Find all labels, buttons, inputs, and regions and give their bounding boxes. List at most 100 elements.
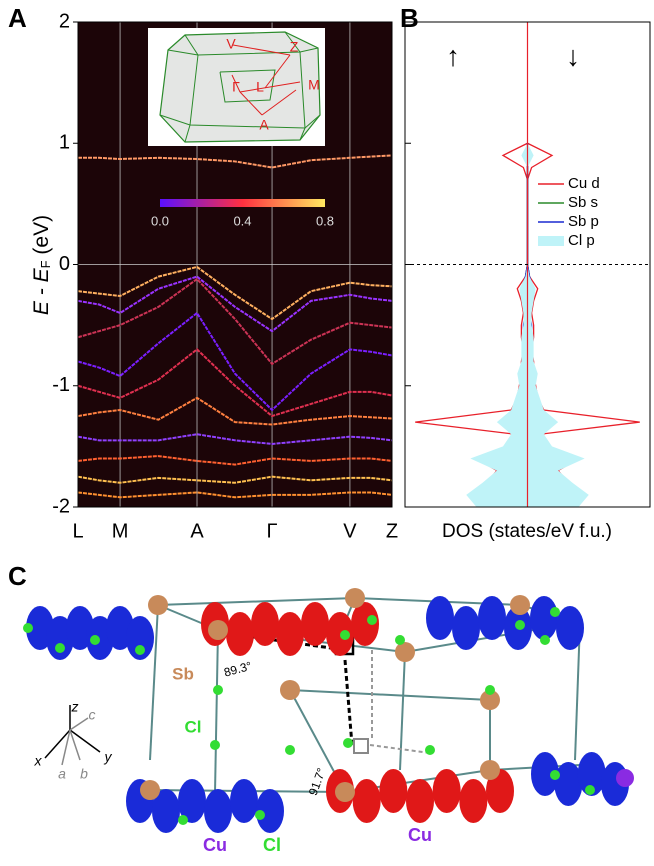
- orbital: [379, 769, 408, 813]
- cl-atom: [285, 745, 295, 755]
- dos-curve: [466, 143, 528, 507]
- x-tick-label: Γ: [267, 520, 278, 542]
- orbital: [276, 612, 304, 656]
- orbital: [226, 612, 254, 656]
- band: [77, 396, 393, 426]
- orbital: [256, 789, 284, 833]
- bond: [149, 604, 159, 761]
- orbital: [178, 779, 206, 823]
- band: [77, 433, 393, 445]
- band: [77, 277, 393, 366]
- bz-edge: [299, 47, 319, 53]
- band: [77, 275, 393, 333]
- y-tick-label: 1: [59, 132, 70, 154]
- colorbar-label: 0.8: [316, 213, 334, 228]
- orbital: [301, 602, 329, 646]
- atom-label: Cl: [185, 717, 202, 736]
- sb-atom: [208, 620, 228, 640]
- axis-arrow: [69, 729, 101, 753]
- axis-label: z: [71, 699, 79, 715]
- y-label-sub: F: [38, 260, 53, 268]
- axis-arrow: [69, 717, 89, 731]
- plot-frame: [77, 21, 393, 508]
- sb-atom: [480, 760, 500, 780]
- y-label-e: E: [30, 300, 53, 315]
- sb-atom: [480, 690, 500, 710]
- x-axis-label: DOS (states/eV f.u.): [442, 521, 612, 542]
- bz-edge: [184, 31, 301, 56]
- cl-atom: [55, 643, 65, 653]
- x-tick-label: V: [343, 520, 357, 542]
- inset-label: Γ: [232, 79, 240, 95]
- orbital: [126, 616, 154, 660]
- panel-label: A: [8, 3, 27, 33]
- inset-label: A: [259, 117, 269, 133]
- cl-atom: [367, 615, 377, 625]
- orbital: [152, 789, 180, 833]
- orbital: [452, 606, 480, 650]
- sb-atom: [395, 642, 415, 662]
- bz-edge: [159, 114, 321, 129]
- bz-path: [239, 91, 263, 116]
- cl-atom: [255, 810, 265, 820]
- cl-atom: [340, 630, 350, 640]
- panel-label: B: [400, 3, 419, 33]
- inset-label: Z: [290, 39, 299, 55]
- cl-atom: [550, 607, 560, 617]
- band: [77, 455, 393, 466]
- spin-down: ↓: [566, 40, 580, 71]
- sb-atom: [140, 780, 160, 800]
- orbital: [230, 779, 258, 823]
- cl-atom: [90, 635, 100, 645]
- band: [78, 154, 393, 169]
- colorbar: [160, 199, 325, 207]
- band: [77, 265, 393, 321]
- orbital: [486, 769, 514, 813]
- inset-label: L: [256, 79, 264, 95]
- orbital: [554, 762, 583, 806]
- axis-label: b: [80, 766, 88, 782]
- orbital: [426, 596, 454, 640]
- cl-atom: [135, 645, 145, 655]
- bond: [574, 621, 581, 761]
- orbital: [432, 769, 461, 813]
- cl-atom: [213, 685, 223, 695]
- legend-swatch: [538, 236, 564, 246]
- bz-edge: [219, 69, 276, 103]
- bond: [289, 689, 491, 701]
- orbital: [351, 602, 379, 646]
- bond: [399, 651, 406, 771]
- legend-label: Sb s: [568, 194, 598, 211]
- y-label-unit: (eV): [30, 215, 53, 261]
- y-tick-label: 0: [59, 253, 70, 275]
- guide: [369, 744, 431, 754]
- orbital: [204, 789, 232, 833]
- axis-arrow: [44, 729, 71, 759]
- orbital: [531, 752, 559, 796]
- orbital: [352, 779, 381, 823]
- legend-label: Cu d: [568, 175, 600, 192]
- legend-label: Sb p: [568, 213, 599, 230]
- legend-label: Cl p: [568, 232, 595, 249]
- cl-atom: [540, 635, 550, 645]
- band: [77, 475, 393, 484]
- site: [353, 738, 369, 754]
- atom-label: Cl: [263, 835, 281, 855]
- angle-label: 89.3°: [222, 659, 253, 680]
- y-axis-label: E - EF (eV): [30, 215, 54, 315]
- cl-atom: [550, 770, 560, 780]
- bz-path: [261, 89, 297, 116]
- atom-label: Cu: [203, 835, 227, 855]
- orbital: [478, 596, 506, 640]
- spin-up: ↑: [446, 40, 460, 71]
- band: [77, 491, 393, 499]
- cl-atom: [485, 685, 495, 695]
- atom-label: Cu: [408, 825, 432, 845]
- sb-atom: [335, 782, 355, 802]
- bz-path: [232, 44, 291, 56]
- cl-atom: [343, 738, 353, 748]
- cl-atom: [515, 620, 525, 630]
- y-tick-label: 2: [59, 10, 70, 32]
